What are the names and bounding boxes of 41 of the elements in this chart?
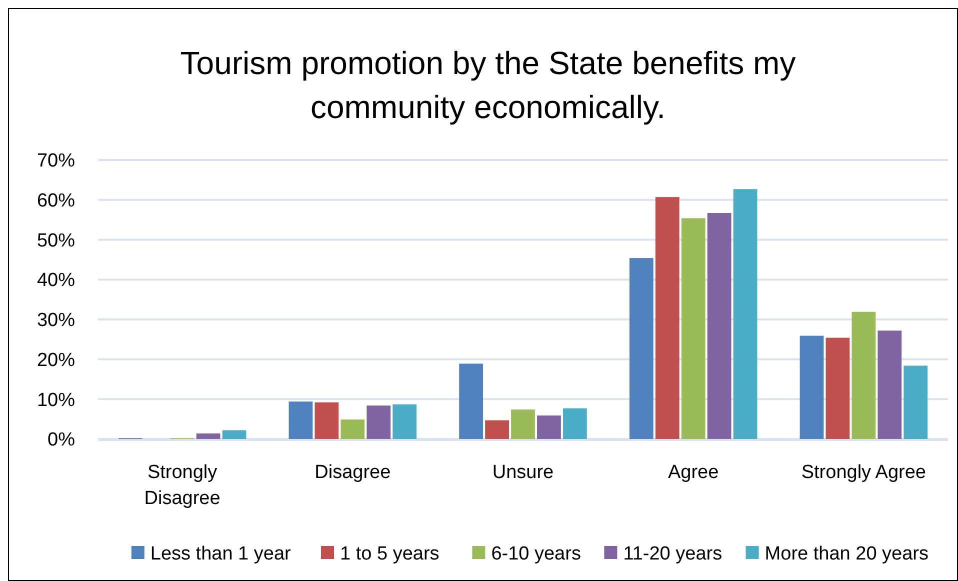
y-tick-label: 50%: [36, 230, 76, 252]
y-tick-label: 70%: [36, 150, 76, 172]
bar: [366, 406, 391, 439]
bar: [629, 258, 654, 439]
bar: [655, 197, 680, 439]
y-tick-label: 10%: [36, 390, 76, 411]
x-tick-label: Unsure: [492, 462, 554, 483]
bar: [733, 189, 758, 439]
y-tick-label: 20%: [36, 350, 76, 371]
bar: [511, 410, 535, 439]
y-tick-label: 60%: [36, 190, 76, 212]
bar: [826, 338, 850, 439]
bar: [196, 433, 220, 439]
x-tick-label: Disagree: [314, 462, 391, 483]
legend-label: 1 to 5 years: [340, 544, 440, 565]
bar: [222, 430, 246, 439]
y-tick-label: 40%: [36, 270, 76, 292]
bar: [707, 213, 732, 439]
legend-label: 6-10 years: [491, 544, 581, 565]
bar: [340, 419, 365, 439]
legend-label: Less than 1 year: [150, 544, 292, 565]
legend-label: More than 20 years: [764, 544, 929, 565]
bar: [562, 408, 587, 439]
bar: [681, 218, 706, 439]
bar: [537, 415, 561, 439]
bar: [459, 364, 484, 439]
bar: [904, 366, 928, 439]
x-tick-label: Strongly Disagree: [144, 462, 220, 509]
y-tick-label: 30%: [36, 310, 76, 332]
bar: [314, 402, 339, 439]
bar: [852, 312, 876, 439]
bar: [878, 330, 902, 439]
bar: [392, 404, 417, 439]
bar: [485, 420, 509, 439]
legend-label: 11-20 years: [623, 544, 722, 565]
bar: [800, 336, 824, 439]
y-tick-label: 0%: [48, 430, 76, 451]
bar: [288, 402, 313, 439]
chart-title: Tourism promotion by the State benefits my community economically.: [180, 45, 796, 125]
x-tick-label: Agree: [668, 462, 719, 483]
x-tick-label: Strongly Agree: [801, 462, 926, 483]
